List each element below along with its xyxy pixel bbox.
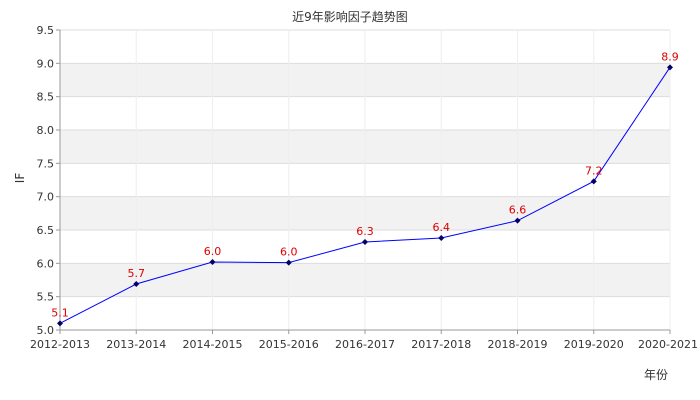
- y-tick-label: 8.5: [37, 91, 55, 104]
- x-tick-label: 2020-2021: [638, 338, 698, 351]
- data-point: [133, 281, 140, 287]
- x-tick-label: 2015-2016: [259, 338, 319, 351]
- data-point: [362, 239, 368, 245]
- y-tick-label: 9.0: [37, 57, 55, 70]
- x-tick-label: 2012-2013: [30, 338, 90, 351]
- data-label: 6.3: [356, 225, 374, 238]
- x-axis-label: 年份: [644, 368, 668, 382]
- data-point: [590, 178, 597, 185]
- y-tick-label: 5.5: [37, 291, 55, 304]
- y-tick-label: 7.0: [37, 191, 55, 204]
- x-tick-label: 2013-2014: [106, 338, 166, 351]
- data-point: [57, 320, 63, 327]
- x-tick-labels: 2012-2013 2013-2014 2014-2015 2015-2016 2016…: [30, 338, 698, 351]
- data-label: 7.2: [585, 164, 603, 177]
- data-label: 8.9: [661, 50, 679, 63]
- data-label: 5.1: [51, 306, 69, 319]
- y-tick-label: 7.5: [37, 157, 55, 170]
- data-label: 6.0: [204, 245, 222, 258]
- data-label: 6.0: [280, 246, 298, 259]
- data-point: [514, 217, 521, 224]
- x-tick-label: 2016-2017: [335, 338, 395, 351]
- x-tick-label: 2018-2019: [488, 338, 548, 351]
- data-point: [667, 64, 673, 71]
- x-tick-label: 2017-2018: [411, 338, 471, 351]
- y-tick-label: 6.0: [37, 257, 55, 270]
- data-point: [285, 259, 292, 266]
- chart-title: 近9年影响因子趋势图: [292, 9, 408, 24]
- data-label: 6.4: [433, 221, 451, 234]
- y-tick-label: 6.5: [37, 224, 55, 237]
- data-points: [57, 64, 673, 327]
- y-tick-label: 9.5: [37, 24, 55, 37]
- data-label: 6.6: [509, 204, 527, 217]
- y-tick-label: 5.0: [37, 324, 55, 337]
- y-tick-label: 8.0: [37, 124, 55, 137]
- x-tick-label: 2019-2020: [564, 338, 624, 351]
- y-axis-label: IF: [13, 173, 27, 184]
- axes: [56, 29, 671, 334]
- data-point: [209, 259, 216, 265]
- x-tick-label: 2014-2015: [183, 338, 243, 351]
- data-labels: 5.1 5.7 6.0 6.0 6.3 6.4 6.6 7.2 8.9: [51, 50, 679, 319]
- data-label: 5.7: [128, 267, 146, 280]
- y-tick-labels: 5.0 5.5 6.0 6.5 7.0 7.5 8.0 8.5 9.0 9.5: [37, 24, 55, 337]
- data-point: [438, 235, 445, 241]
